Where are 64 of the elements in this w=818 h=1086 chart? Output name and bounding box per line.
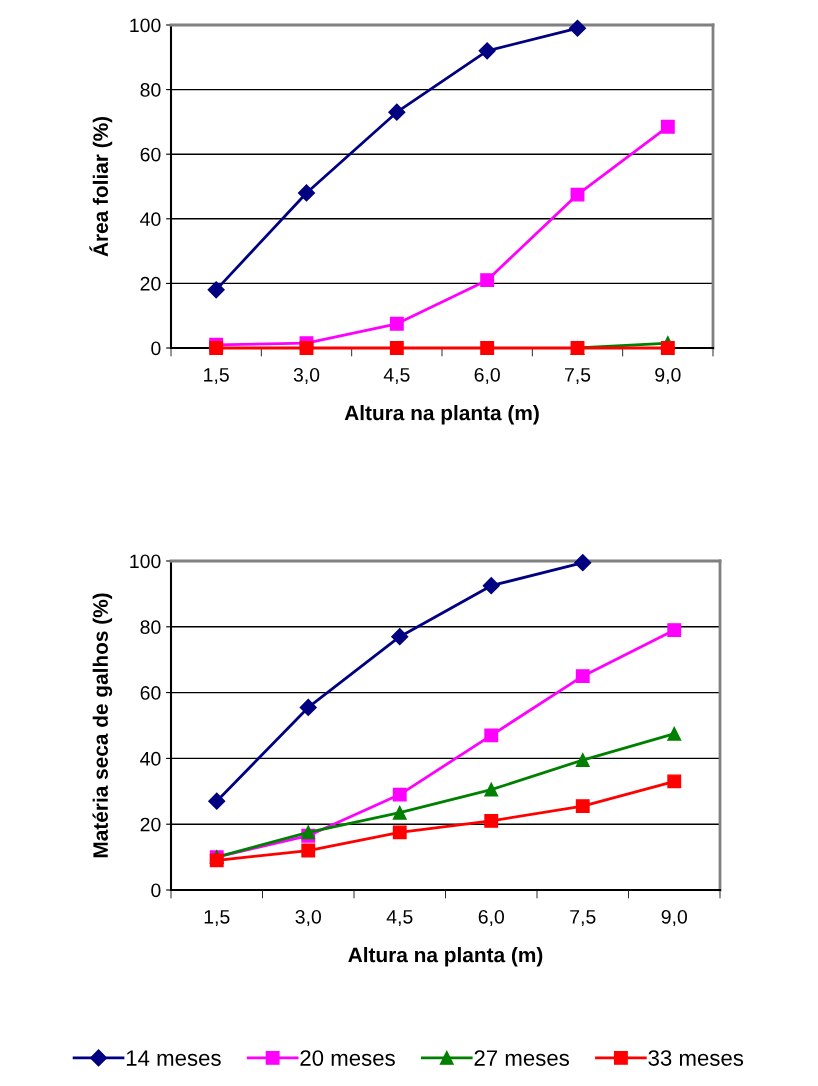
x-tick-label: 6,0 <box>474 367 500 385</box>
y-axis-title: Área foliar (%) <box>89 116 113 257</box>
legend-label: 27 meses <box>474 1050 569 1066</box>
point <box>575 799 590 814</box>
point <box>574 554 592 572</box>
point <box>575 753 590 767</box>
legend-label: 33 meses <box>648 1050 744 1066</box>
point <box>392 787 407 802</box>
point <box>209 341 224 355</box>
point <box>392 825 407 840</box>
x-tick-label: 9,0 <box>655 367 681 385</box>
point <box>570 187 585 202</box>
y-tick-label: 20 <box>140 817 161 832</box>
point <box>484 813 499 828</box>
point <box>388 103 406 121</box>
x-tick-label: 4,5 <box>383 368 410 385</box>
point <box>389 316 404 331</box>
x-tick-label: 4,5 <box>386 910 413 927</box>
point <box>484 782 499 797</box>
x-tick-label: 3,0 <box>295 909 322 927</box>
point <box>660 341 675 355</box>
point <box>391 628 409 646</box>
point <box>667 623 682 638</box>
y-tick-label: 0 <box>151 341 161 356</box>
point <box>575 669 590 684</box>
y-tick-label: 20 <box>140 276 161 291</box>
point <box>667 726 682 741</box>
point <box>667 774 682 789</box>
legend-label: 20 meses <box>300 1050 395 1066</box>
x-tick-label: 9,0 <box>661 909 688 927</box>
y-axis-title: Matéria seca de galhos (%) <box>92 593 113 858</box>
x-axis-title: Altura na planta (m) <box>344 405 539 425</box>
x-tick-label: 6,0 <box>478 909 505 927</box>
y-tick-label: 100 <box>130 554 161 569</box>
legend-label: 14 meses <box>126 1050 221 1066</box>
point <box>392 805 407 820</box>
point <box>299 341 314 355</box>
point <box>484 728 499 743</box>
point <box>568 19 587 37</box>
x-tick-label: 1,5 <box>204 910 230 927</box>
point <box>480 341 495 355</box>
x-axis-title: Altura na planta (m) <box>348 947 543 967</box>
y-tick-label: 60 <box>140 147 161 162</box>
x-tick-label: 7,5 <box>570 910 596 927</box>
y-tick-label: 80 <box>140 83 161 97</box>
point <box>389 341 404 355</box>
y-tick-label: 40 <box>140 212 161 227</box>
point <box>480 273 495 288</box>
y-tick-label: 100 <box>130 18 161 33</box>
y-tick-label: 40 <box>140 751 161 766</box>
point <box>207 281 225 299</box>
point <box>482 577 500 595</box>
x-tick-label: 1,5 <box>204 368 229 385</box>
point <box>478 42 496 60</box>
y-tick-label: 0 <box>151 883 161 898</box>
y-tick-label: 60 <box>140 686 161 700</box>
y-tick-label: 80 <box>140 620 161 635</box>
x-tick-label: 7,5 <box>564 368 591 385</box>
point <box>660 119 675 134</box>
point <box>301 843 316 858</box>
point <box>208 792 226 810</box>
x-tick-label: 3,0 <box>293 367 320 385</box>
point <box>299 698 317 716</box>
point <box>297 184 316 202</box>
